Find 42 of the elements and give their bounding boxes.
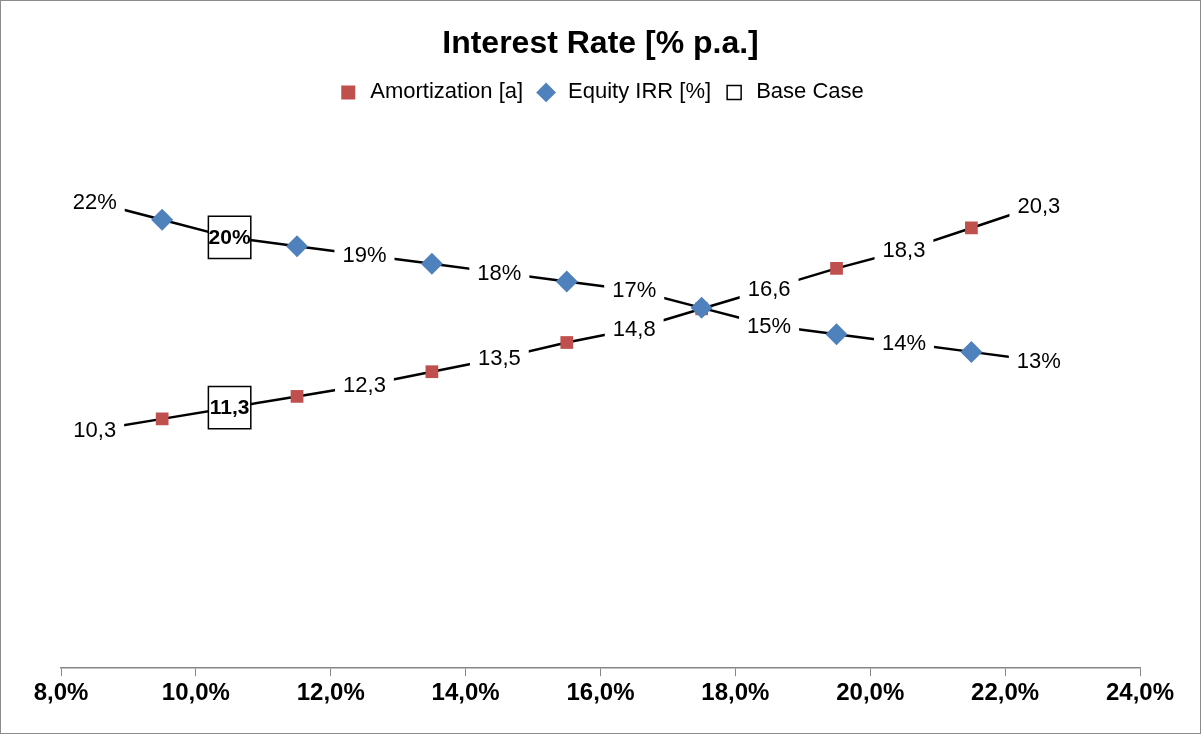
x-tick-label: 16,0% xyxy=(566,678,635,706)
x-tick-label: 22,0% xyxy=(971,678,1040,706)
data-label: 18,3 xyxy=(882,237,926,263)
x-tick-label: 14,0% xyxy=(431,678,500,706)
point xyxy=(965,221,978,235)
point xyxy=(286,235,309,258)
legend-label: Equity IRR [%] xyxy=(568,78,712,104)
x-tick-label: 8,0% xyxy=(33,678,89,706)
data-label: 19% xyxy=(342,242,387,268)
x-tick-label: 20,0% xyxy=(836,678,905,706)
data-label: 14% xyxy=(881,330,926,356)
legend-label: Base Case xyxy=(756,78,864,104)
data-label: 20,3 xyxy=(1017,192,1061,218)
data-label: 18% xyxy=(477,259,522,285)
data-label: 13,5 xyxy=(477,345,521,371)
point xyxy=(825,323,848,346)
data-label: 15% xyxy=(747,312,792,338)
x-tick-label: 24,0% xyxy=(1105,678,1175,706)
point xyxy=(151,208,174,231)
data-label: 17% xyxy=(612,277,657,303)
x-tick-label: 12,0% xyxy=(296,678,365,706)
point xyxy=(555,270,578,293)
point xyxy=(830,262,843,275)
data-label: 16,6 xyxy=(747,275,791,301)
data-label: 20% xyxy=(208,225,251,249)
point xyxy=(425,365,439,379)
x-tick-label: 10,0% xyxy=(161,678,230,706)
point xyxy=(560,336,574,349)
data-label: 12,3 xyxy=(343,372,386,398)
data-label: 22% xyxy=(72,189,117,215)
point xyxy=(690,296,713,319)
point xyxy=(290,390,304,403)
point xyxy=(960,340,983,363)
legend-label: Amortization [a] xyxy=(370,78,524,104)
chart-title: Interest Rate [% p.a.] xyxy=(442,24,759,61)
data-label: 13% xyxy=(1016,347,1061,373)
point xyxy=(155,412,169,426)
x-tick-label: 18,0% xyxy=(701,678,770,706)
data-label: 11,3 xyxy=(209,395,250,419)
data-label: 10,3 xyxy=(73,417,117,443)
data-label: 14,8 xyxy=(612,316,656,342)
point xyxy=(420,252,443,275)
